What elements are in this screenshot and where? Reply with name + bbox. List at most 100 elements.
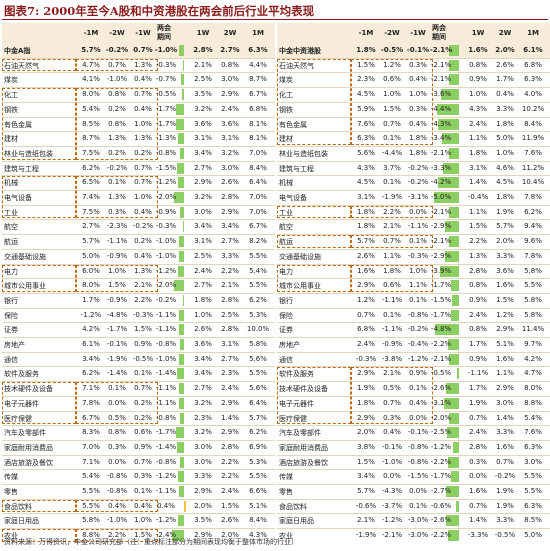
row-separator [2, 337, 275, 338]
row-separator [277, 307, 550, 309]
period-bar [448, 74, 459, 86]
value-cell: 3.5% [194, 516, 212, 525]
value-cell: 10.2% [521, 104, 545, 113]
value-cell: 1.5% [108, 281, 126, 290]
value-cell: 0.3% [383, 413, 401, 422]
table-row: 保险 -1.2% -4.8% -0.3% -1.1% 1.0% 2.5% 5.3% [2, 308, 275, 323]
table-row: 零售 5.7% -4.3% 0.0% -2.7% 1.6% 1.9% 5.5% [277, 484, 550, 499]
value-cell: -0.9% [381, 340, 403, 348]
value-cell: 2.8% [469, 266, 487, 275]
table-row: 汽车及零部件 2.0% 0.4% -0.1% -2.5% 2.4% 3.3% 7.6% [277, 425, 550, 440]
table-row: 银行 1.2% -1.1% 0.1% -1.5% 0.9% 1.5% 5.8% [277, 293, 550, 308]
value-cell: 0.1% [383, 310, 401, 319]
value-cell: 4.0% [524, 90, 542, 99]
value-cell: 3.1% [194, 134, 212, 143]
period-bar [183, 294, 184, 306]
value-cell: 1.6% [469, 487, 487, 495]
highlight-box-values [76, 499, 158, 513]
value-cell: -2.4% [155, 531, 177, 540]
value-cell: 6.1% [523, 46, 543, 54]
value-cell: 0.7% [383, 237, 401, 246]
source-footnote: 资料来源：万得资讯，中金公司研究部（注：重点标注部分为期间表现均衡于整体市场的行… [4, 538, 298, 546]
value-cell: 2.9% [194, 178, 212, 187]
value-cell: 2.3% [357, 75, 375, 84]
industry-name: 机械 [4, 179, 18, 188]
value-cell: 5.6% [249, 354, 267, 363]
value-cell: -1.1% [155, 310, 177, 319]
value-cell: -1.2% [155, 516, 177, 525]
industry-name: 农业 [4, 532, 18, 541]
period-bar [448, 206, 459, 218]
value-cell: -4.4% [430, 104, 452, 113]
period-bar [448, 530, 459, 542]
value-cell: 7.0% [249, 207, 267, 216]
industry-name: 石油天然气 [4, 61, 39, 70]
value-cell: 3.3% [496, 251, 514, 260]
value-cell: 2.2% [383, 207, 401, 216]
period-bar [179, 353, 184, 365]
value-cell: 2.9% [357, 369, 375, 378]
value-cell: -1.1% [381, 325, 403, 334]
table-row: 家庭日用品 5.8% -1.0% 1.0% -1.2% 3.5% 2.6% 8.4% [2, 513, 275, 528]
value-cell: 3.0% [524, 457, 542, 466]
period-bar [451, 294, 459, 306]
value-cell: 0.7% [357, 310, 375, 319]
highlight-box-values [351, 367, 433, 425]
value-cell: 0.0% [409, 487, 427, 495]
industry-name: 中金A指 [4, 47, 31, 55]
highlight-box-values [76, 88, 158, 160]
row-separator [277, 381, 550, 383]
value-cell: 1.8% [496, 193, 514, 201]
period-bar [182, 221, 184, 233]
row-separator [277, 498, 550, 500]
value-cell: -1.0% [155, 354, 177, 363]
table-row: 银行 1.7% -0.9% 2.2% -0.2% 1.8% 2.8% 6.2% [2, 293, 275, 308]
value-cell: 1.8% [357, 207, 375, 216]
row-separator [2, 425, 275, 427]
value-cell: -4.3% [381, 487, 403, 495]
row-separator [277, 72, 550, 74]
value-cell: 6.7% [82, 413, 100, 422]
table-row: 电力 6.0% 1.0% 1.3% -1.2% 2.4% 2.2% 5.4% [2, 264, 275, 279]
period-bar [456, 500, 459, 512]
value-cell: 2.9% [194, 531, 212, 540]
value-cell: 0.0% [409, 207, 427, 216]
period-bar [179, 250, 184, 262]
industry-name: 汽车及零部件 [279, 429, 321, 438]
period-bar [449, 412, 459, 424]
industry-name: 建材 [279, 135, 293, 144]
value-cell: 9.7% [524, 340, 542, 348]
value-cell: 5.0% [524, 531, 542, 540]
row-separator [2, 351, 275, 353]
value-cell: 5.5% [524, 281, 542, 290]
value-cell: 6.3% [524, 75, 542, 84]
highlight-box-name [2, 499, 76, 513]
period-bar [179, 236, 184, 248]
value-cell: -0.9% [106, 295, 128, 304]
value-cell: -1.0% [155, 251, 177, 260]
value-cell: 6.7% [249, 90, 267, 99]
value-cell: 0.3% [108, 442, 126, 451]
table-row: 煤炭 4.1% -1.0% 0.4% -0.7% 2.5% 3.0% 8.7% [2, 72, 275, 87]
industry-name: 食品饮料 [4, 502, 32, 511]
value-cell: 11.2% [521, 163, 545, 172]
value-cell: -0.8% [407, 310, 429, 319]
row-separator [2, 263, 275, 265]
period-bar [180, 456, 184, 468]
row-separator [277, 337, 550, 338]
value-cell: -0.8% [155, 457, 177, 466]
value-cell: -2.6% [430, 384, 452, 393]
value-cell: -1.4% [106, 369, 128, 378]
table-row: 有色金属 7.6% 0.7% 0.4% -4.3% 2.4% 1.8% 8.4% [277, 117, 550, 132]
value-cell: 1.9% [469, 398, 487, 407]
value-cell: 3.0% [194, 442, 212, 451]
value-cell: 3.4% [194, 354, 212, 363]
value-cell: 5.5% [249, 251, 267, 260]
value-cell: -0.2% [407, 163, 429, 172]
column-header: 2W [223, 29, 237, 37]
column-header: -2W [384, 29, 400, 37]
value-cell: -0.8% [106, 472, 128, 481]
value-cell: -3.6% [430, 90, 452, 99]
value-cell: -2.2% [430, 457, 452, 466]
value-cell: 5.8% [249, 340, 267, 348]
